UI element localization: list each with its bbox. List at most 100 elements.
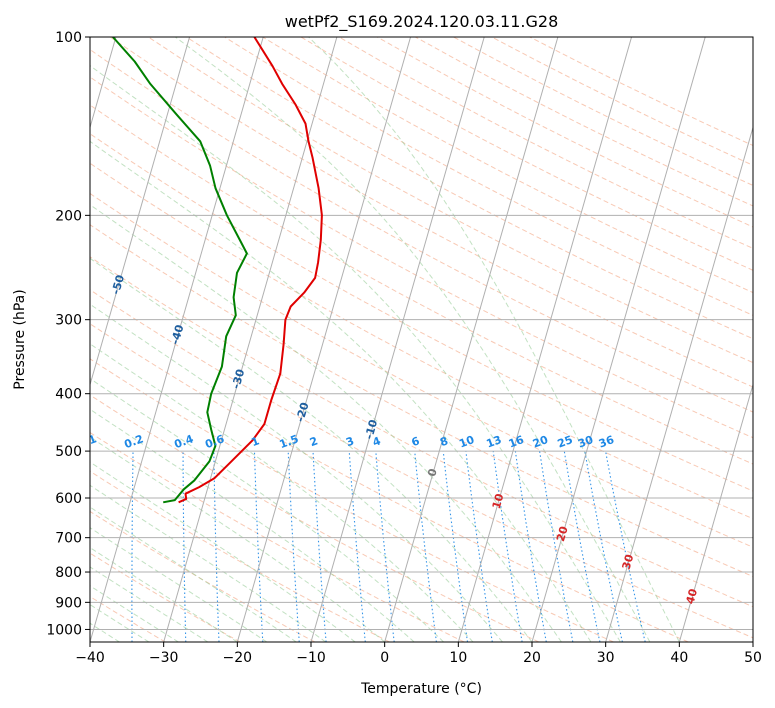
isotherm-label: 10 [490,492,507,511]
y-tick-label: 1000 [46,622,82,638]
mixing-ratio-label: 1.5 [278,432,301,451]
dry-adiabat [109,37,753,388]
x-tick-label: −10 [296,650,326,666]
x-tick-label: 40 [670,650,688,666]
mixing-ratio-line [348,451,366,642]
mixing-ratio-label: 1 [249,434,261,449]
isotherm-label: 0 [425,467,440,478]
moist-adiabat [90,436,386,642]
dry-adiabat [90,552,241,642]
mixing-ratio-label: 4 [371,434,383,449]
y-tick-label: 700 [55,531,82,547]
chart-title: wetPf2_S169.2024.120.03.11.G28 [285,12,559,32]
x-tick-label: 50 [744,650,762,666]
mixing-ratio-label: 13 [485,433,504,450]
x-tick-label: 30 [597,650,615,666]
mixing-ratio-label: 0.4 [172,432,195,451]
sounding-profiles [112,37,323,504]
isotherm-label: -20 [294,400,312,423]
x-tick-label: −30 [149,650,179,666]
dry-adiabat [90,470,390,642]
dry-adiabat [90,48,753,413]
mixing-ratio-label: 0.2 [122,432,145,451]
isotherm-gridline [384,37,559,642]
isotherm-label: -30 [229,367,247,390]
moist-adiabat [90,140,592,642]
x-tick-label: −20 [223,650,253,666]
mixing-ratio-line [414,451,437,642]
y-tick-label: 200 [55,208,82,224]
y-axis-label: Pressure (hPa) [12,289,28,389]
dewpoint-line [112,37,248,504]
isotherm-gridline [90,37,191,387]
mixing-ratio-line [375,451,395,642]
y-tick-label: 300 [55,313,82,329]
mixing-ratio-label: 3 [344,434,356,449]
mixing-ratio-label: 16 [507,433,526,451]
moist-adiabat [90,484,326,642]
isotherm-label: -50 [109,273,127,296]
y-tick-label: 100 [55,30,82,46]
isotherm-label: -10 [362,418,380,441]
mixing-ratio-line [442,451,469,642]
moist-adiabat [90,65,621,642]
mixing-ratio-line [465,451,493,642]
mixing-ratio-line [584,451,623,642]
mixing-ratio-label: 6 [410,434,422,449]
y-tick-label: 600 [55,491,82,507]
temperature-line [178,37,323,504]
mixing-ratio-label: 30 [576,433,595,451]
mixing-ratio-label: 36 [597,433,616,451]
isotherm-gridline [457,37,633,642]
moist-adiabat [90,204,562,642]
dry-adiabat [90,358,614,642]
moist-adiabat [90,527,268,642]
isotherm-gridline [236,37,412,642]
moist-adiabat [175,37,651,642]
x-axis-label: Temperature (°C) [360,681,482,697]
dry-adiabat [90,76,753,439]
plot-frame [89,36,754,643]
y-tick-label: 400 [55,387,82,403]
dry-adiabat [90,394,540,642]
isotherm-gridline [90,37,264,642]
moist-adiabat [90,257,533,642]
dry-adiabat [90,192,753,548]
background-reference-lines [90,37,753,642]
moist-adiabat [90,506,297,642]
mixing-ratio-label: 0.6 [203,432,226,451]
moist-adiabat [90,461,356,642]
y-tick-label: 800 [55,565,82,581]
mixing-ratio-line [563,451,601,642]
y-tick-label: 500 [55,444,82,460]
y-tick-label: 900 [55,595,82,611]
isotherm-gridline [605,125,753,642]
isotherm-label: 40 [683,587,700,606]
dry-adiabat [90,256,753,608]
dry-adiabat [90,595,166,642]
dry-adiabat [148,37,753,364]
moist-adiabat [90,303,503,642]
isotherm-gridline [678,382,753,642]
mixing-ratio-label: 25 [556,433,575,450]
x-tick-label: 20 [523,650,541,666]
mixing-ratio-label: 2 [308,434,320,449]
x-tick-label: −40 [75,650,105,666]
moist-adiabat [90,343,474,642]
y-axis-ticks: 100 200 300 400 500 600 700 800 900 1000 [46,30,90,638]
mixing-ratio-label: 8 [438,434,450,449]
dry-adiabat [90,162,753,520]
mixing-ratio-label: 0.1 [76,432,99,451]
mixing-ratio-line [492,451,523,642]
isotherm-gridline [531,37,706,642]
dry-adiabat [90,289,753,639]
isotherm-gridline [310,37,485,642]
isotherm-label: 20 [554,524,571,543]
x-tick-label: 10 [449,650,467,666]
mixing-ratio-label: 10 [457,433,476,451]
mixing-ratio-label: 20 [531,433,550,451]
